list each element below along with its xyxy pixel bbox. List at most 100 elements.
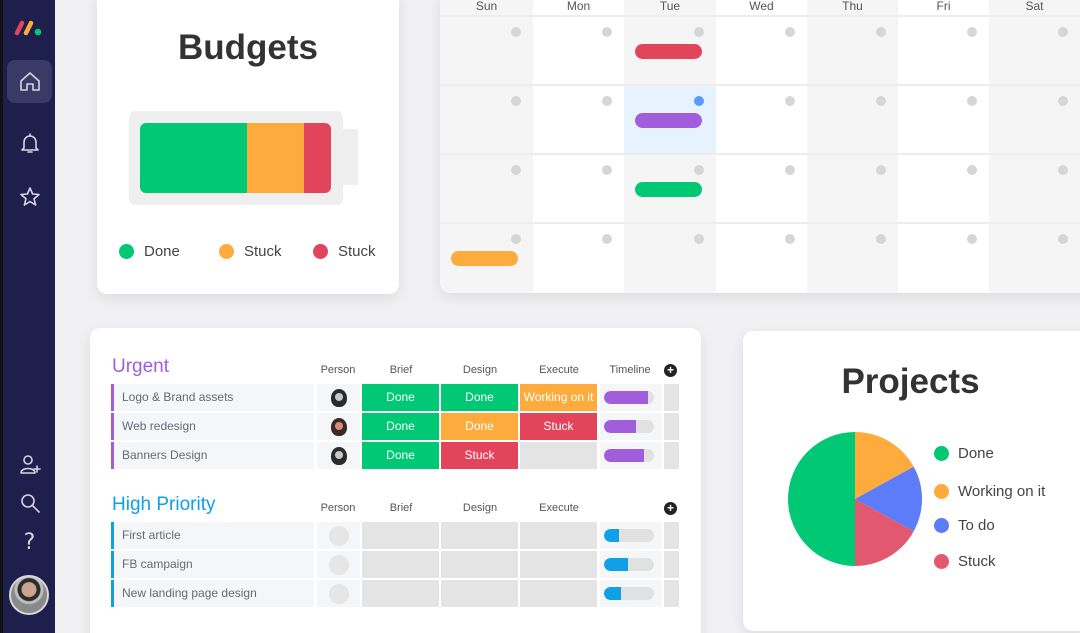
execute-status-cell[interactable]: Stuck [520, 413, 597, 440]
calendar-day-cell[interactable] [898, 155, 989, 222]
timeline-cell[interactable] [600, 551, 662, 578]
calendar-event[interactable] [635, 182, 702, 197]
calendar-day-cell[interactable] [716, 155, 807, 222]
execute-status-cell[interactable]: Working on it [520, 384, 597, 411]
table-row[interactable]: First article [111, 522, 681, 549]
column-header[interactable]: Design [462, 502, 498, 514]
calendar-add-dot-icon[interactable] [511, 96, 521, 106]
calendar-day-cell[interactable] [624, 17, 716, 84]
pie-slice-to-do[interactable] [855, 466, 922, 532]
calendar-day-cell[interactable] [716, 17, 807, 84]
brief-status-cell[interactable]: Done [362, 442, 439, 469]
user-avatar[interactable] [9, 575, 49, 615]
person-cell[interactable] [317, 413, 360, 440]
calendar-day-cell[interactable] [716, 86, 807, 153]
add-column-icon[interactable]: + [664, 364, 677, 377]
calendar-add-dot-icon[interactable] [876, 165, 886, 175]
calendar-day-cell[interactable] [989, 224, 1080, 291]
nav-invite-button[interactable] [7, 443, 52, 486]
column-header[interactable]: Timeline [609, 364, 651, 376]
column-header[interactable]: Brief [389, 364, 413, 376]
calendar-add-dot-icon[interactable] [1058, 27, 1068, 37]
person-cell[interactable] [317, 580, 360, 607]
brief-status-cell[interactable] [362, 551, 439, 578]
item-name[interactable]: New landing page design [111, 580, 314, 607]
calendar-add-dot-icon[interactable] [694, 96, 704, 106]
calendar-day-cell[interactable] [440, 224, 533, 291]
item-name[interactable]: Logo & Brand assets [111, 384, 314, 411]
calendar-event[interactable] [635, 113, 702, 128]
person-cell[interactable] [317, 522, 360, 549]
item-name[interactable]: First article [111, 522, 314, 549]
calendar-day-cell[interactable] [989, 86, 1080, 153]
column-header[interactable]: Design [462, 364, 498, 376]
group-title[interactable]: Urgent [112, 356, 170, 377]
calendar-add-dot-icon[interactable] [967, 234, 977, 244]
column-header[interactable]: Brief [389, 502, 413, 514]
calendar-event[interactable] [451, 251, 518, 266]
pie-slice-stuck[interactable] [855, 499, 914, 566]
calendar-day-cell[interactable] [989, 17, 1080, 84]
column-header[interactable]: Person [320, 364, 356, 376]
calendar-add-dot-icon[interactable] [876, 234, 886, 244]
calendar-add-dot-icon[interactable] [602, 234, 612, 244]
table-row[interactable]: Banners Design Done Stuck [111, 442, 681, 469]
calendar-add-dot-icon[interactable] [876, 96, 886, 106]
timeline-cell[interactable] [600, 384, 662, 411]
calendar-day-cell[interactable] [807, 17, 898, 84]
table-row[interactable]: New landing page design [111, 580, 681, 607]
design-status-cell[interactable]: Done [441, 413, 518, 440]
calendar-day-cell[interactable] [989, 155, 1080, 222]
table-row[interactable]: Logo & Brand assets Done Done Working on it [111, 384, 681, 411]
calendar-add-dot-icon[interactable] [602, 96, 612, 106]
brief-status-cell[interactable]: Done [362, 384, 439, 411]
item-name[interactable]: Banners Design [111, 442, 314, 469]
calendar-day-cell[interactable] [898, 86, 989, 153]
brief-status-cell[interactable]: Done [362, 413, 439, 440]
person-cell[interactable] [317, 551, 360, 578]
calendar-day-cell[interactable] [440, 155, 533, 222]
calendar-day-cell[interactable] [898, 224, 989, 291]
pie-slice-working-on-it[interactable] [855, 432, 914, 499]
execute-status-cell[interactable] [520, 580, 597, 607]
calendar-day-cell[interactable] [440, 17, 533, 84]
pie-slice-done[interactable] [788, 432, 855, 566]
calendar-day-cell[interactable] [807, 224, 898, 291]
calendar-add-dot-icon[interactable] [694, 27, 704, 37]
design-status-cell[interactable] [441, 551, 518, 578]
calendar-add-dot-icon[interactable] [694, 165, 704, 175]
calendar-add-dot-icon[interactable] [1058, 165, 1068, 175]
calendar-add-dot-icon[interactable] [876, 27, 886, 37]
calendar-add-dot-icon[interactable] [785, 27, 795, 37]
calendar-add-dot-icon[interactable] [785, 96, 795, 106]
calendar-add-dot-icon[interactable] [511, 27, 521, 37]
person-cell[interactable] [317, 442, 360, 469]
person-cell[interactable] [317, 384, 360, 411]
add-column-icon[interactable]: + [664, 502, 677, 515]
timeline-cell[interactable] [600, 580, 662, 607]
calendar-day-cell[interactable] [807, 86, 898, 153]
timeline-cell[interactable] [600, 413, 662, 440]
item-name[interactable]: FB campaign [111, 551, 314, 578]
calendar-add-dot-icon[interactable] [967, 96, 977, 106]
column-header[interactable]: Execute [539, 502, 579, 514]
nav-home-button[interactable] [7, 60, 52, 103]
calendar-event[interactable] [635, 44, 702, 59]
calendar-day-cell[interactable] [533, 17, 624, 84]
calendar-day-cell[interactable] [898, 17, 989, 84]
nav-help-button[interactable]: ? [7, 521, 52, 564]
calendar-add-dot-icon[interactable] [785, 234, 795, 244]
calendar-add-dot-icon[interactable] [967, 165, 977, 175]
design-status-cell[interactable]: Done [441, 384, 518, 411]
column-header[interactable]: Person [320, 502, 356, 514]
calendar-day-cell[interactable] [624, 155, 716, 222]
nav-search-button[interactable] [7, 481, 52, 524]
design-status-cell[interactable] [441, 522, 518, 549]
brief-status-cell[interactable] [362, 522, 439, 549]
calendar-add-dot-icon[interactable] [602, 165, 612, 175]
calendar-add-dot-icon[interactable] [511, 165, 521, 175]
calendar-day-cell[interactable] [807, 155, 898, 222]
table-row[interactable]: FB campaign [111, 551, 681, 578]
nav-favorites-button[interactable] [7, 175, 52, 218]
calendar-add-dot-icon[interactable] [511, 234, 521, 244]
